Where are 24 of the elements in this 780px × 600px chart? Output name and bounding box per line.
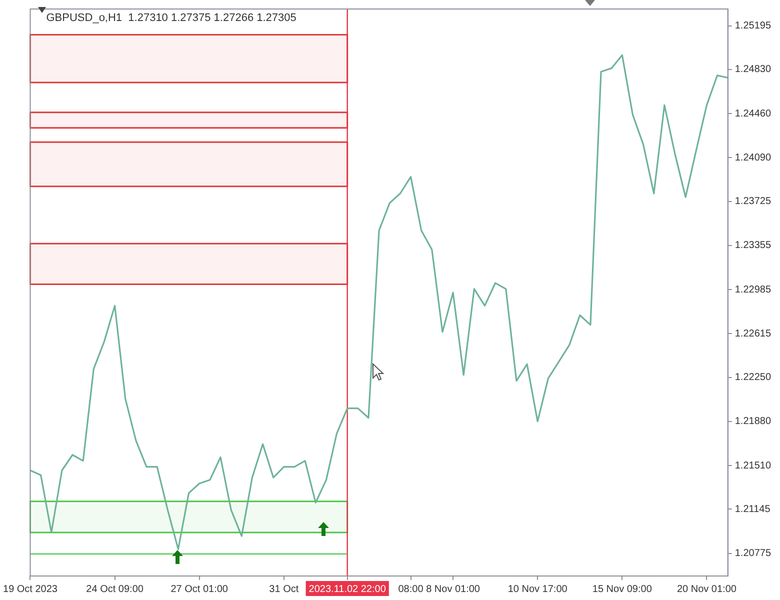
x-tick-label: 31 Oct bbox=[269, 584, 299, 595]
y-tick-label: 1.21880 bbox=[734, 416, 772, 428]
y-tick-label: 1.23725 bbox=[734, 196, 772, 208]
y-tick-label: 1.21510 bbox=[734, 460, 772, 472]
y-tick-label: 1.24090 bbox=[734, 152, 772, 164]
y-tick-label: 1.21145 bbox=[734, 504, 771, 515]
y-tick-label: 1.24460 bbox=[734, 108, 772, 120]
x-tick-label: 10 Nov 17:00 bbox=[508, 584, 568, 595]
x-tick-label: 20 Nov 01:00 bbox=[676, 584, 737, 595]
x-tick-label: 08:00 bbox=[398, 584, 424, 595]
x-tick-label: 2023.11.02 22:00 bbox=[308, 584, 386, 595]
x-tick-label: 19 Oct 2023 bbox=[3, 584, 58, 595]
y-tick-label: 1.22615 bbox=[734, 328, 772, 340]
y-tick-label: 1.23355 bbox=[734, 240, 772, 252]
y-tick-label: 1.20775 bbox=[734, 548, 772, 560]
y-tick-label: 1.24830 bbox=[734, 64, 772, 76]
x-tick-label: 27 Oct 01:00 bbox=[170, 584, 228, 595]
y-tick-label: 1.25195 bbox=[734, 20, 772, 32]
chart-title: GBPUSD_o,H1 1.27310 1.27375 1.27266 1.27305 bbox=[46, 12, 296, 24]
y-tick-label: 1.22985 bbox=[734, 284, 772, 296]
x-tick-label: 8 Nov 01:00 bbox=[426, 584, 480, 595]
x-tick-label: 24 Oct 09:00 bbox=[86, 584, 144, 595]
y-tick-label: 1.22250 bbox=[734, 372, 772, 384]
x-tick-label: 15 Nov 09:00 bbox=[592, 584, 652, 595]
